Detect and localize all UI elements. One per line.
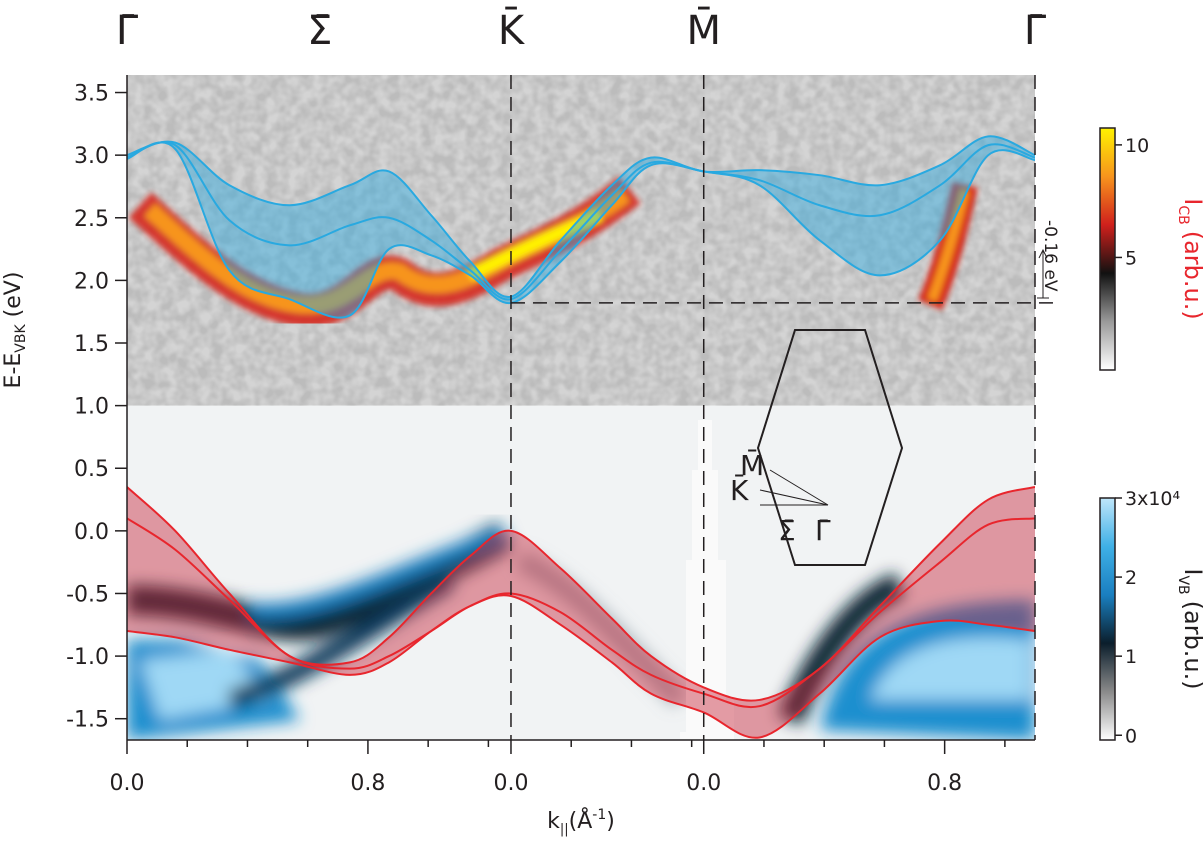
annotation: -0.16 eV <box>1040 220 1060 292</box>
zone-label: M̄ <box>740 448 764 482</box>
x-label-unit: (Å <box>569 807 593 834</box>
colorbar-tick-label: 2 <box>1125 567 1137 589</box>
band-line <box>127 594 1035 739</box>
y-label-main: E-E <box>1 353 26 389</box>
x-label-sub: || <box>560 822 569 837</box>
symmetry-label: K̄ <box>498 6 526 54</box>
y-tick-label: 2.5 <box>74 207 109 232</box>
colorbar-tick-label: 1 <box>1125 646 1137 668</box>
y-tick-label: 3.0 <box>74 144 109 169</box>
band-line <box>127 517 1035 709</box>
x-axis-label: k||(Å-1) <box>547 807 615 837</box>
zone-label: K̄ <box>730 473 749 507</box>
zone-line <box>769 469 829 506</box>
colorbar-tick-label: 5 <box>1125 247 1137 269</box>
y-label-unit: (eV) <box>1 272 26 325</box>
colorbar-label-main: I <box>1179 568 1203 575</box>
colorbar-label-sub: CB <box>1175 205 1191 224</box>
spectral-image <box>127 75 1035 740</box>
y-tick-label: 1.0 <box>74 395 109 420</box>
colorbar-label-unit: (arb.u.) <box>1179 231 1203 320</box>
symmetry-label: Σ̄ <box>307 8 332 54</box>
symmetry-label: Γ̄ <box>1024 8 1047 54</box>
x-label-sup: -1 <box>592 807 606 823</box>
x-tick-label: 0.0 <box>686 771 721 796</box>
y-tick-label: 3.5 <box>74 82 109 107</box>
band-area <box>127 487 1035 738</box>
colorbar-label: IVB (arb.u.) <box>1175 568 1203 689</box>
symmetry-label: M̄ <box>686 6 721 54</box>
y-label-sub: VBK <box>13 324 29 353</box>
colorbar <box>1099 497 1116 741</box>
x-label-main: k <box>547 809 560 834</box>
zone-line <box>759 489 829 506</box>
colorbar-tick-label: 0 <box>1125 725 1137 747</box>
y-tick-label: -1.0 <box>66 645 109 670</box>
x-tick-label: 0.0 <box>110 771 145 796</box>
y-tick-label: 0.5 <box>74 457 109 482</box>
annotation-arrow <box>1037 248 1049 299</box>
band-line <box>127 135 1035 298</box>
x-tick-label: 0.0 <box>493 771 528 796</box>
brillouin-zone <box>756 329 904 566</box>
zone-label: Γ̄ <box>815 514 831 547</box>
x-label-close: ) <box>606 809 615 834</box>
zone-label: Σ̄ <box>778 514 796 547</box>
y-tick-label: 2.0 <box>74 269 109 294</box>
band-line <box>127 141 1035 319</box>
y-axis-label: E-EVBK (eV) <box>1 272 29 389</box>
y-tick-label: -0.5 <box>66 582 109 607</box>
x-tick-label: 0.8 <box>350 771 385 796</box>
x-tick-label: 0.8 <box>927 771 962 796</box>
hexagon <box>756 329 904 566</box>
y-tick-label: -1.5 <box>66 708 109 733</box>
colorbar-label-main: I <box>1179 198 1203 205</box>
band-line <box>127 141 1035 301</box>
detector-artifact <box>680 420 734 740</box>
colorbar-label-unit: (arb.u.) <box>1179 601 1203 690</box>
colorbar-label: ICB (arb.u.) <box>1175 198 1203 319</box>
y-tick-label: 1.5 <box>74 332 109 357</box>
colorbar-label-sub: VB <box>1175 575 1191 594</box>
y-tick-label: 0.0 <box>74 520 109 545</box>
symmetry-label: Γ̄ <box>116 8 139 54</box>
colorbar-tick-label: 3x10⁴ <box>1125 488 1181 510</box>
colorbar <box>1099 127 1116 371</box>
colorbar-tick-label: 10 <box>1125 135 1149 157</box>
